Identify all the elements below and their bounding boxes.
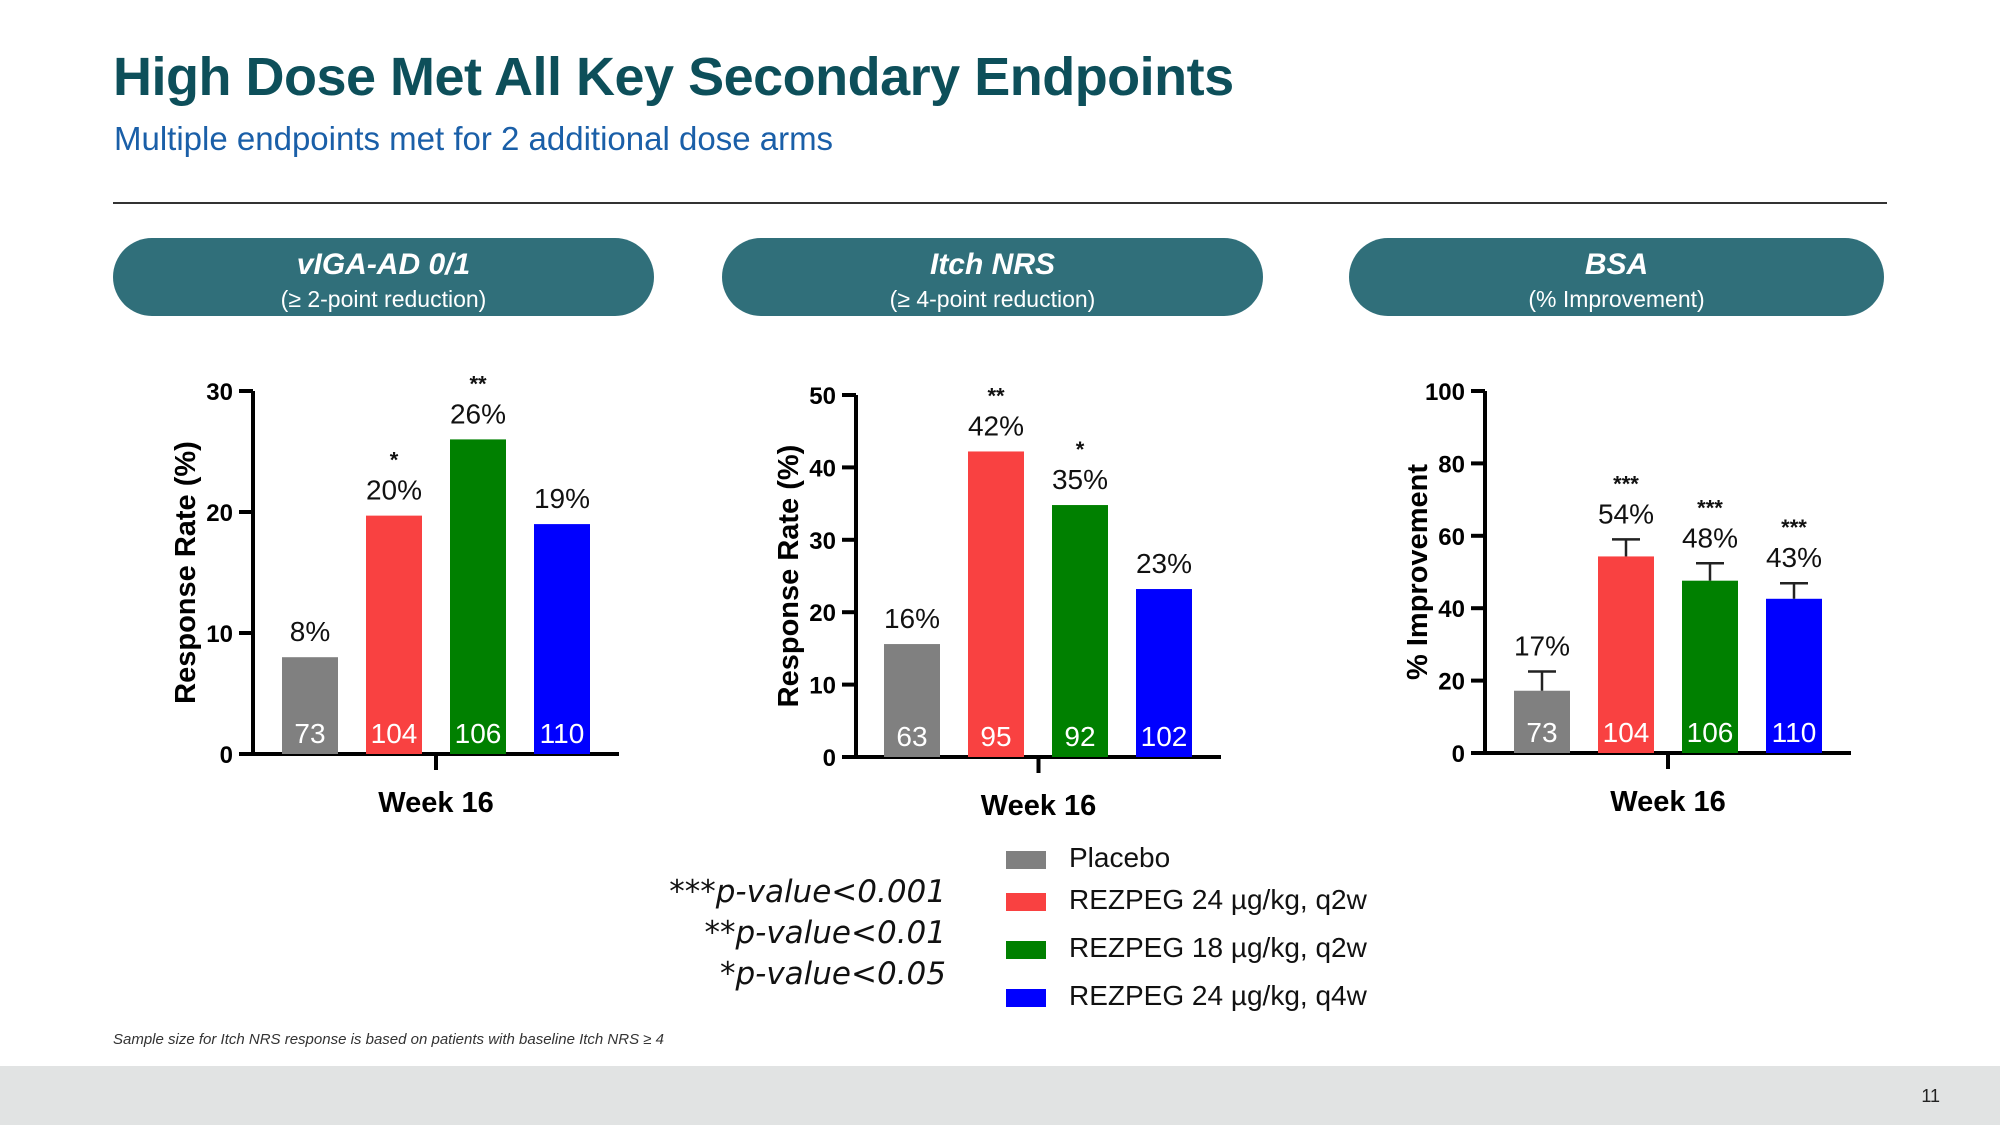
legend-label-24-q2w: REZPEG 24 µg/kg, q2w <box>1069 884 1367 915</box>
footnote: Sample size for Itch NRS response is bas… <box>113 1031 665 1048</box>
bar <box>1136 589 1192 757</box>
y-tick-label: 0 <box>220 742 233 769</box>
value-label: 17% <box>1514 631 1570 662</box>
panel-header-itch-nrs: Itch NRS (≥ 4-point reduction) <box>722 238 1263 316</box>
page-subtitle: Multiple endpoints met for 2 additional … <box>114 120 834 157</box>
chart-viga: 0 10 20 30 Response Rate (%) Week 16 8% 73 20%* 1… <box>170 371 619 819</box>
y-axis-title: Response Rate (%) <box>170 441 202 704</box>
y-tick-label: 50 <box>809 383 836 410</box>
significance-label: * <box>1076 437 1085 462</box>
y-tick-label: 10 <box>206 621 233 648</box>
y-tick-label: 0 <box>823 745 836 772</box>
panel-title-itch-nrs: Itch NRS <box>929 248 1055 281</box>
bar <box>968 451 1024 757</box>
significance-label: * <box>390 448 399 473</box>
pvalue-two-star: **p-value<0.01 <box>704 915 946 951</box>
x-axis-title: Week 16 <box>378 787 494 819</box>
title-divider <box>113 202 1887 204</box>
y-tick-label: 0 <box>1452 741 1465 768</box>
sample-size-label: 110 <box>540 718 585 749</box>
sample-size-label: 110 <box>1772 717 1817 748</box>
page-number: 11 <box>1921 1086 1940 1106</box>
y-tick-label: 20 <box>1438 669 1465 696</box>
panel-title-viga: vIGA-AD 0/1 <box>296 248 471 281</box>
bar <box>366 515 422 754</box>
sample-size-label: 102 <box>1141 721 1188 752</box>
x-axis-title: Week 16 <box>981 790 1097 822</box>
footer-bar: 11 <box>0 1066 2000 1125</box>
y-tick-label: 20 <box>809 600 836 627</box>
y-tick-label: 60 <box>1438 524 1465 551</box>
y-axis-title: % Improvement <box>1402 464 1434 680</box>
y-tick-label: 20 <box>206 500 233 527</box>
legend-label-placebo: Placebo <box>1069 842 1171 873</box>
value-label: 23% <box>1136 548 1192 579</box>
bar <box>884 644 940 757</box>
value-label: 54% <box>1598 498 1654 529</box>
panel-subtitle-viga: (≥ 2-point reduction) <box>280 286 487 312</box>
legend-label-18-q2w: REZPEG 18 µg/kg, q2w <box>1069 932 1367 963</box>
y-axis-title: Response Rate (%) <box>773 445 805 708</box>
page-title: High Dose Met All Key Secondary Endpoint… <box>113 47 1234 107</box>
significance-label: *** <box>1613 471 1639 496</box>
legend-swatch-24-q4w <box>1006 989 1046 1007</box>
bar <box>1598 556 1654 753</box>
significance-label: *** <box>1697 495 1723 520</box>
bar <box>1514 690 1570 753</box>
y-tick-label: 40 <box>809 455 836 482</box>
value-label: 43% <box>1766 542 1822 573</box>
legend-swatch-24-q2w <box>1006 893 1046 911</box>
value-label: 35% <box>1052 464 1108 495</box>
panel-header-bsa: BSA (% Improvement) <box>1349 238 1884 316</box>
value-label: 42% <box>968 410 1024 441</box>
sample-size-label: 104 <box>371 718 418 749</box>
pvalue-one-star: *p-value<0.05 <box>719 956 946 992</box>
value-label: 16% <box>884 603 940 634</box>
y-tick-label: 40 <box>1438 596 1465 623</box>
significance-label: ** <box>469 371 487 396</box>
sample-size-label: 106 <box>455 718 502 749</box>
panel-header-viga: vIGA-AD 0/1 (≥ 2-point reduction) <box>113 238 654 316</box>
sample-size-label: 63 <box>896 721 927 752</box>
bar <box>282 657 338 754</box>
significance-label: ** <box>987 383 1005 408</box>
value-label: 20% <box>366 475 422 506</box>
sample-size-label: 106 <box>1687 717 1734 748</box>
x-axis-title: Week 16 <box>1610 786 1726 818</box>
value-label: 8% <box>290 616 330 647</box>
y-tick-label: 100 <box>1425 379 1465 406</box>
bar <box>1682 580 1738 753</box>
bar <box>534 524 590 754</box>
y-tick-label: 80 <box>1438 451 1465 478</box>
sample-size-label: 95 <box>980 721 1011 752</box>
y-tick-label: 30 <box>809 528 836 555</box>
sample-size-label: 92 <box>1064 721 1095 752</box>
bar <box>450 439 506 754</box>
bar <box>1052 505 1108 757</box>
significance-label: *** <box>1781 515 1807 540</box>
chart-bsa: 0 20 40 60 80 100 % Improvement Week 16 17% 73 54%… <box>1402 379 1851 818</box>
bar <box>1766 598 1822 753</box>
pvalue-legend: ***p-value<0.001 **p-value<0.01 *p-value… <box>560 872 946 995</box>
y-tick-label: 10 <box>809 673 836 700</box>
panel-subtitle-itch-nrs: (≥ 4-point reduction) <box>889 286 1096 312</box>
value-label: 19% <box>534 483 590 514</box>
legend-swatch-18-q2w <box>1006 941 1046 959</box>
sample-size-label: 73 <box>1526 717 1557 748</box>
panel-title-bsa: BSA <box>1584 248 1649 281</box>
value-label: 26% <box>450 398 506 429</box>
pvalue-three-star: ***p-value<0.001 <box>669 874 946 910</box>
chart-itch-nrs: 0 10 20 30 40 50 Response Rate (%) Week 16 16% 63… <box>773 383 1221 822</box>
legend-label-24-q4w: REZPEG 24 µg/kg, q4w <box>1069 980 1367 1011</box>
value-label: 48% <box>1682 522 1738 553</box>
legend-swatch-placebo <box>1006 851 1046 869</box>
panel-subtitle-bsa: (% Improvement) <box>1528 286 1705 312</box>
sample-size-label: 73 <box>294 718 325 749</box>
y-tick-label: 30 <box>206 379 233 406</box>
sample-size-label: 104 <box>1603 717 1650 748</box>
